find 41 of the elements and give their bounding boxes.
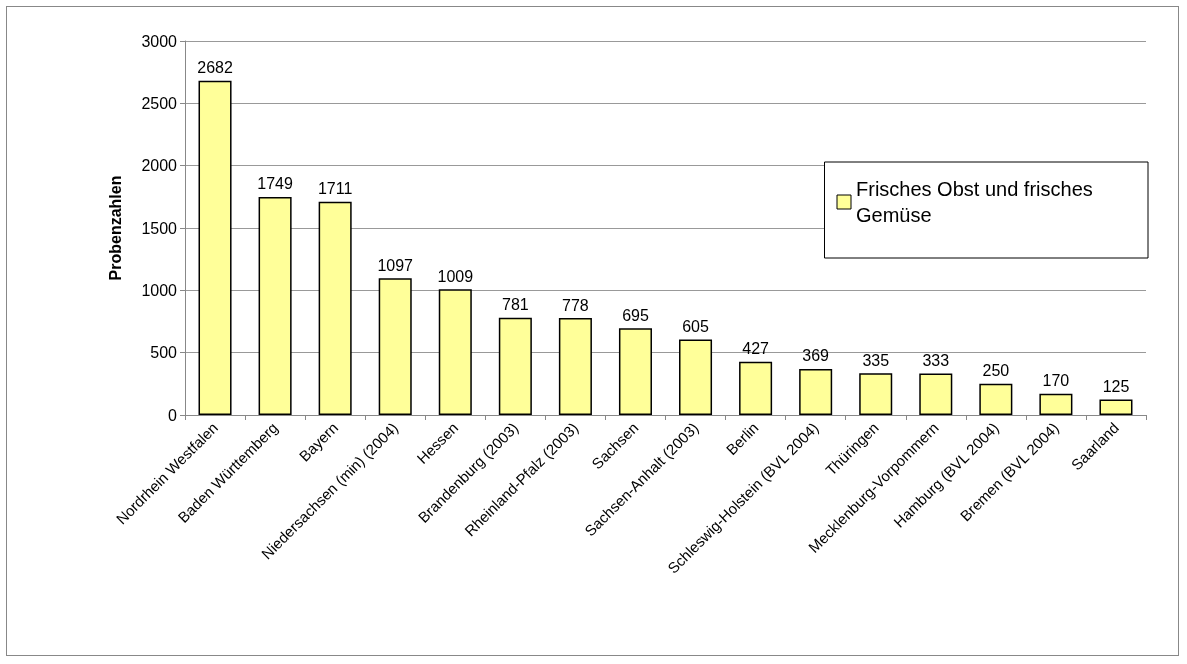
data-label: 781 bbox=[501, 296, 529, 314]
bar bbox=[859, 373, 893, 415]
data-label: 1009 bbox=[437, 267, 474, 285]
bar bbox=[558, 318, 592, 415]
data-label: 170 bbox=[1042, 372, 1070, 390]
bar bbox=[679, 339, 713, 415]
data-label: 250 bbox=[982, 362, 1010, 380]
bar bbox=[438, 289, 472, 415]
bar bbox=[979, 383, 1013, 415]
data-label: 605 bbox=[682, 318, 709, 336]
y-tick-label: 500 bbox=[150, 344, 178, 362]
data-label: 427 bbox=[742, 340, 770, 358]
data-label: 1749 bbox=[257, 175, 293, 193]
bar bbox=[739, 361, 773, 415]
bar bbox=[258, 196, 292, 415]
bar bbox=[919, 373, 953, 415]
data-label: 125 bbox=[1102, 377, 1130, 395]
y-tick-label: 3000 bbox=[141, 32, 178, 50]
bar bbox=[198, 80, 232, 415]
bar bbox=[498, 317, 532, 415]
y-tick-label: 2500 bbox=[141, 94, 178, 112]
data-label: 2682 bbox=[197, 59, 233, 77]
data-label: 1097 bbox=[377, 256, 414, 274]
data-label: 778 bbox=[562, 296, 589, 314]
bar bbox=[378, 278, 412, 415]
legend-label: Frisches Obst und frisches Gemüse bbox=[856, 178, 1099, 226]
bar bbox=[618, 328, 652, 415]
data-label: 369 bbox=[802, 347, 830, 365]
y-tick-label: 2000 bbox=[141, 157, 178, 175]
y-tick-label: 1500 bbox=[141, 219, 178, 237]
data-label: 333 bbox=[922, 351, 950, 369]
bar bbox=[318, 201, 352, 415]
bar bbox=[1039, 393, 1073, 415]
bar bbox=[799, 369, 833, 415]
data-label: 695 bbox=[622, 306, 649, 324]
y-tick-label: 1000 bbox=[141, 281, 178, 299]
bar bbox=[1099, 399, 1133, 415]
data-label: 335 bbox=[862, 351, 890, 369]
y-axis-title: Probenzahlen bbox=[106, 175, 124, 281]
data-label: 1711 bbox=[317, 180, 353, 198]
y-tick-label: 0 bbox=[168, 406, 178, 424]
